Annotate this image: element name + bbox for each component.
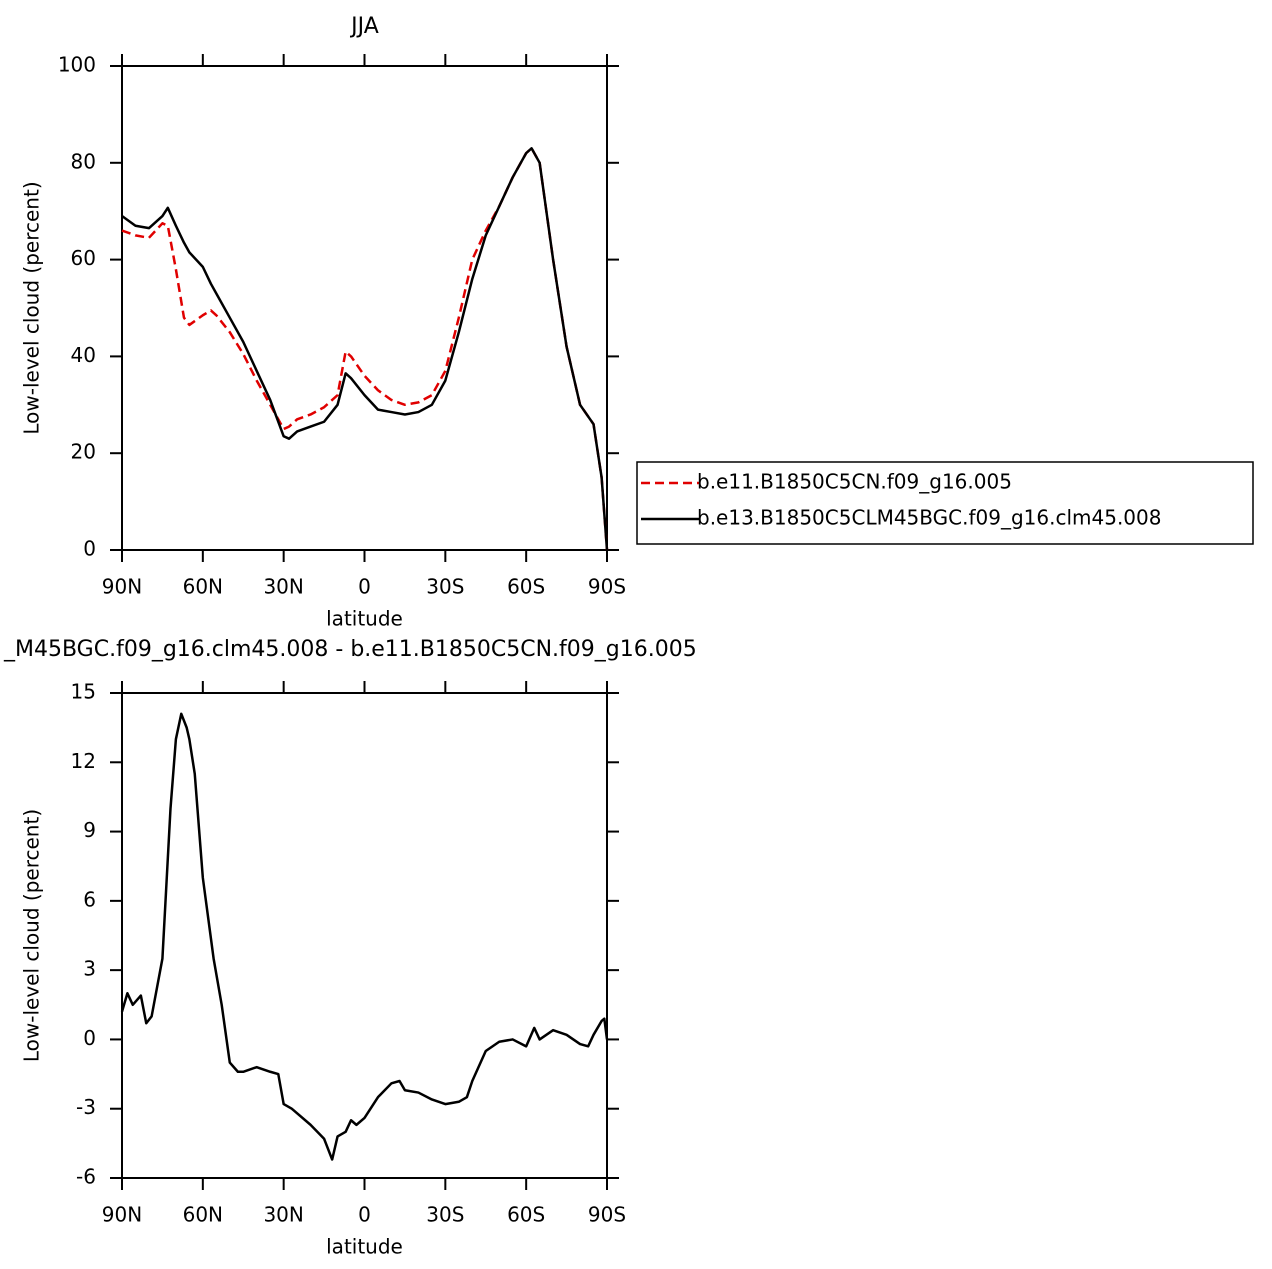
legend-label: b.e11.B1850C5CN.f09_g16.005 [697, 470, 1012, 494]
y-tick-label: 100 [58, 53, 96, 77]
data-line [121, 147, 609, 551]
x-axis-label: latitude [326, 1235, 403, 1259]
x-tick-label: 30S [426, 1203, 464, 1227]
legend-label: b.e13.B1850C5CLM45BGC.f09_g16.clm45.008 [697, 506, 1161, 530]
x-tick-label: 90S [588, 575, 626, 599]
x-tick-label: 0 [358, 575, 371, 599]
y-tick-label: -3 [76, 1095, 96, 1119]
plot-frame [121, 65, 608, 551]
data-line [120, 712, 609, 1161]
x-tick-label: 0 [358, 1203, 371, 1227]
x-tick-label: 90N [102, 1203, 142, 1227]
x-tick-label: 60S [507, 1203, 545, 1227]
y-tick-label: 40 [71, 343, 96, 367]
y-tick-label: 9 [83, 818, 96, 842]
y-tick-label: 3 [83, 957, 96, 981]
legend-box [636, 461, 1254, 545]
x-tick-label: 60N [183, 1203, 223, 1227]
x-tick-label: 90S [588, 1203, 626, 1227]
y-axis-label: Low-level cloud (percent) [20, 181, 44, 434]
data-line [121, 147, 609, 551]
y-tick-label: 80 [71, 149, 96, 173]
y-tick-label: 15 [71, 680, 96, 704]
x-tick-label: 30N [263, 1203, 303, 1227]
x-tick-label: 60S [507, 575, 545, 599]
x-tick-label: 30N [263, 575, 303, 599]
y-axis-label: Low-level cloud (percent) [20, 809, 44, 1062]
y-tick-label: 60 [71, 246, 96, 270]
y-tick-label: -6 [76, 1165, 96, 1189]
chart-title: JJA [349, 14, 379, 39]
x-tick-label: 30S [426, 575, 464, 599]
x-tick-label: 60N [183, 575, 223, 599]
y-tick-label: 20 [71, 440, 96, 464]
chart-title: _M45BGC.f09_g16.clm45.008 - b.e11.B1850C… [3, 637, 697, 662]
y-tick-label: 12 [71, 749, 96, 773]
x-tick-label: 90N [102, 575, 142, 599]
y-tick-label: 0 [83, 1026, 96, 1050]
y-tick-label: 6 [83, 887, 96, 911]
x-axis-label: latitude [326, 607, 403, 631]
y-tick-label: 0 [83, 537, 96, 561]
